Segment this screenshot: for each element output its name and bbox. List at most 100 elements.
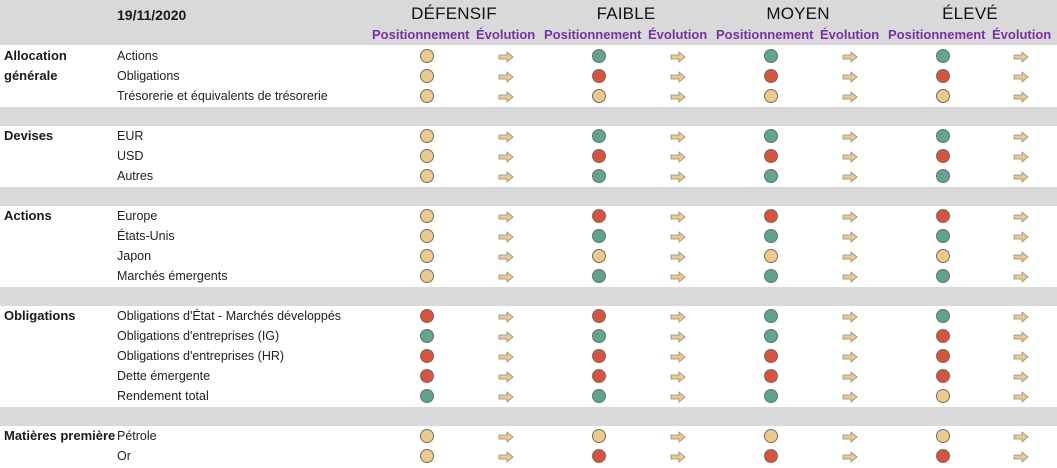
positioning-dot-negative [420, 349, 434, 363]
arrow-right-icon [842, 430, 858, 443]
positioning-dot-positive [592, 269, 606, 283]
arrow-right-icon [498, 270, 514, 283]
row-label: USD [117, 149, 144, 163]
positioning-dot-negative [936, 349, 950, 363]
positioning-dot-positive [936, 309, 950, 323]
arrow-right-icon [1013, 430, 1029, 443]
arrow-right-icon [498, 250, 514, 263]
arrow-right-icon [670, 370, 686, 383]
arrow-right-icon [670, 90, 686, 103]
subheader-evolution: Évolution [992, 27, 1052, 42]
arrow-right-icon [498, 90, 514, 103]
arrow-right-icon [670, 430, 686, 443]
subheader-positionnement: Positionnement [544, 27, 642, 42]
arrow-right-icon [498, 210, 514, 223]
row-label: Pétrole [117, 429, 157, 443]
arrow-right-icon [1013, 210, 1029, 223]
positioning-dot-positive [592, 229, 606, 243]
positioning-dot-negative [936, 449, 950, 463]
section-separator [0, 287, 1057, 306]
subheader-positionnement: Positionnement [888, 27, 986, 42]
arrow-right-icon [498, 370, 514, 383]
arrow-right-icon [670, 350, 686, 363]
subheader-positionnement: Positionnement [372, 27, 470, 42]
positioning-dot-negative [592, 449, 606, 463]
positioning-dot-positive [420, 389, 434, 403]
section-title: Devises [4, 128, 54, 143]
arrow-right-icon [842, 150, 858, 163]
section-title: Allocation générale [4, 48, 67, 83]
profile-eleve: ÉLEVÉ [942, 4, 998, 23]
positioning-dot-negative [936, 329, 950, 343]
arrow-right-icon [670, 250, 686, 263]
positioning-dot-positive [936, 169, 950, 183]
positioning-dot-positive [936, 129, 950, 143]
positioning-dot-positive [592, 49, 606, 63]
arrow-right-icon [1013, 250, 1029, 263]
positioning-dot-neutral [420, 209, 434, 223]
arrow-right-icon [498, 390, 514, 403]
arrow-right-icon [498, 130, 514, 143]
arrow-right-icon [670, 330, 686, 343]
row-label: Autres [117, 169, 154, 183]
arrow-right-icon [1013, 150, 1029, 163]
positioning-dot-neutral [420, 149, 434, 163]
positioning-dot-negative [936, 149, 950, 163]
positioning-dot-negative [592, 369, 606, 383]
arrow-right-icon [498, 70, 514, 83]
positioning-dot-negative [592, 149, 606, 163]
positioning-dot-positive [592, 129, 606, 143]
arrow-right-icon [1013, 170, 1029, 183]
arrow-right-icon [1013, 270, 1029, 283]
arrow-right-icon [670, 150, 686, 163]
arrow-right-icon [498, 230, 514, 243]
arrow-right-icon [670, 170, 686, 183]
row-label: Actions [117, 49, 158, 63]
subheader-evolution: Évolution [820, 27, 880, 42]
positioning-dot-positive [764, 169, 778, 183]
row-label: Obligations d'État - Marchés développés [117, 309, 342, 323]
arrow-right-icon [670, 130, 686, 143]
section-title: Actions [4, 208, 52, 223]
positioning-dot-positive [936, 229, 950, 243]
positioning-dot-positive [592, 389, 606, 403]
arrow-right-icon [670, 210, 686, 223]
arrow-right-icon [670, 70, 686, 83]
arrow-right-icon [1013, 130, 1029, 143]
row-label: États-Unis [117, 229, 175, 243]
arrow-right-icon [498, 430, 514, 443]
positioning-dot-negative [936, 369, 950, 383]
row-label: Obligations d'entreprises (IG) [117, 329, 280, 343]
date-label: 19/11/2020 [117, 7, 187, 23]
section-title: Obligations [4, 308, 76, 323]
arrow-right-icon [498, 170, 514, 183]
row-label: EUR [117, 129, 144, 143]
positioning-dot-neutral [420, 49, 434, 63]
positioning-dot-negative [592, 209, 606, 223]
arrow-right-icon [1013, 390, 1029, 403]
arrow-right-icon [670, 50, 686, 63]
arrow-right-icon [842, 350, 858, 363]
arrow-right-icon [1013, 230, 1029, 243]
arrow-right-icon [842, 330, 858, 343]
subheader-evolution: Évolution [476, 27, 536, 42]
positioning-dot-neutral [936, 429, 950, 443]
positioning-dot-neutral [764, 89, 778, 103]
positioning-dot-neutral [420, 89, 434, 103]
positioning-dot-neutral [592, 89, 606, 103]
positioning-dot-negative [764, 369, 778, 383]
positioning-dot-positive [936, 269, 950, 283]
positioning-dot-neutral [936, 389, 950, 403]
row-label: Or [117, 449, 131, 463]
positioning-dot-neutral [592, 429, 606, 443]
positioning-dot-neutral [420, 169, 434, 183]
positioning-dot-negative [936, 69, 950, 83]
positioning-dot-negative [592, 309, 606, 323]
positioning-dot-neutral [420, 269, 434, 283]
positioning-dot-negative [764, 449, 778, 463]
arrow-right-icon [842, 390, 858, 403]
positioning-dot-negative [420, 309, 434, 323]
arrow-right-icon [1013, 450, 1029, 463]
positioning-dot-negative [764, 69, 778, 83]
arrow-right-icon [842, 130, 858, 143]
